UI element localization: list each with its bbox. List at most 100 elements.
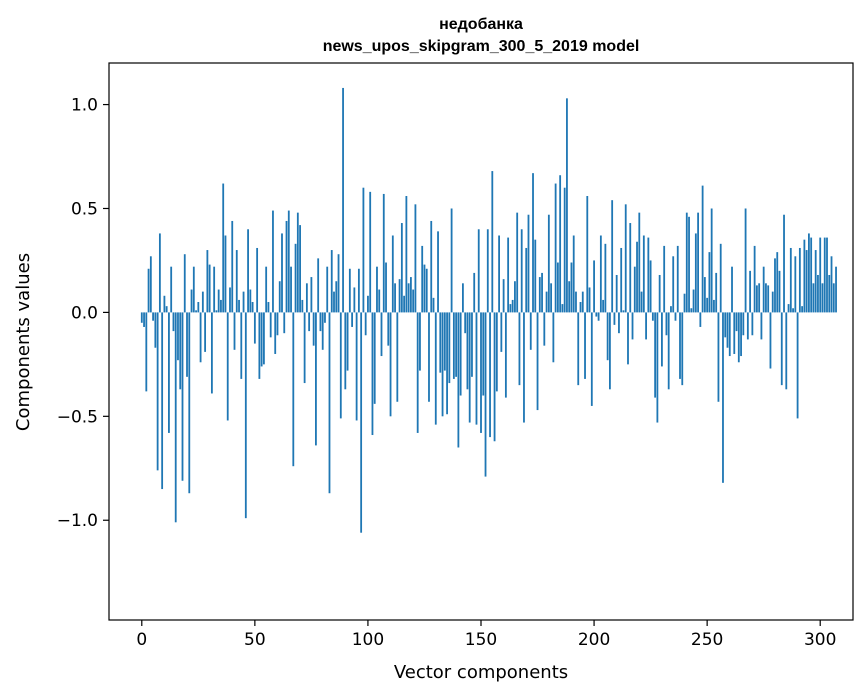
bar-component-113: [396, 312, 399, 402]
bar-component-13: [170, 266, 173, 313]
bar-component-93: [351, 312, 354, 327]
bar-component-50: [253, 312, 256, 344]
bar-component-280: [774, 258, 776, 313]
bar-component-296: [810, 237, 813, 313]
bar-component-25: [197, 302, 200, 313]
bar-component-128: [430, 220, 433, 313]
bar-component-71: [301, 299, 304, 313]
bar-component-267: [744, 208, 747, 313]
bar-component-10: [163, 295, 166, 313]
bar-component-187: [563, 187, 566, 313]
bar-component-189: [568, 281, 571, 313]
bar-component-162: [507, 237, 510, 313]
bar-component-34: [217, 289, 220, 313]
bar-component-219: [636, 241, 638, 313]
bar-component-142: [462, 283, 464, 313]
bar-component-266: [742, 312, 745, 336]
bar-component-256: [719, 243, 722, 313]
bar-component-178: [543, 312, 546, 346]
bar-component-197: [586, 196, 589, 313]
bar-component-166: [516, 212, 519, 313]
bar-component-289: [794, 256, 797, 313]
bar-component-160: [502, 279, 505, 313]
bar-component-105: [378, 289, 381, 313]
bar-component-136: [448, 312, 451, 384]
bar-component-264: [737, 312, 740, 363]
bar-component-306: [832, 283, 835, 313]
bar-component-176: [538, 277, 541, 313]
bar-component-11: [165, 306, 168, 313]
bar-component-244: [692, 289, 695, 313]
bar-component-156: [493, 312, 496, 442]
bar-component-117: [405, 196, 408, 313]
bar-component-23: [192, 266, 195, 313]
bar-component-250: [706, 297, 709, 313]
bar-component-108: [385, 262, 387, 313]
bar-component-9: [161, 312, 164, 490]
bar-component-159: [500, 312, 503, 352]
bar-component-48: [249, 289, 252, 313]
bar-component-236: [674, 312, 677, 321]
bar-component-20: [186, 312, 188, 377]
bar-component-36: [222, 183, 225, 313]
bar-component-276: [765, 283, 767, 313]
bar-component-191: [572, 235, 575, 313]
bar-component-247: [699, 312, 702, 327]
y-tick-label: −1.0: [57, 511, 98, 531]
bar-component-248: [701, 185, 704, 313]
bar-component-251: [708, 252, 711, 313]
bar-component-213: [622, 310, 625, 313]
bar-component-18: [181, 312, 184, 481]
bar-component-151: [482, 312, 485, 396]
bar-component-302: [823, 237, 826, 313]
bar-component-258: [724, 312, 727, 338]
bar-component-231: [663, 245, 666, 313]
bar-component-260: [728, 312, 731, 357]
bar-component-96: [357, 268, 360, 313]
bar-component-134: [443, 312, 446, 371]
bar-component-38: [226, 312, 229, 421]
bar-component-181: [550, 283, 553, 313]
bar-component-284: [783, 214, 785, 313]
bar-component-7: [156, 312, 159, 471]
bar-component-78: [317, 258, 320, 313]
bar-component-235: [672, 256, 675, 313]
bar-component-275: [762, 266, 765, 313]
bar-component-295: [808, 233, 810, 313]
bar-component-88: [339, 312, 342, 419]
bar-component-198: [588, 287, 591, 313]
bar-component-271: [753, 245, 756, 313]
bar-component-245: [694, 233, 697, 313]
x-tick-label: 100: [352, 630, 384, 650]
bar-component-184: [556, 262, 559, 313]
bar-component-168: [520, 229, 523, 313]
bar-component-58: [272, 210, 274, 313]
bar-component-152: [484, 312, 487, 477]
bar-component-242: [688, 216, 690, 313]
bar-component-224: [647, 237, 650, 313]
bar-component-70: [299, 225, 301, 313]
bar-component-140: [457, 312, 460, 448]
bar-component-76: [312, 312, 315, 346]
bar-component-116: [403, 295, 406, 313]
bar-component-153: [486, 229, 489, 313]
bar-component-0: [140, 312, 143, 323]
bar-component-139: [455, 312, 458, 377]
bar-component-149: [477, 229, 480, 313]
bar-component-21: [188, 312, 191, 494]
y-tick-label: 0.0: [71, 303, 98, 323]
bar-component-135: [446, 312, 448, 415]
bar-component-2: [145, 312, 148, 392]
bar-component-239: [681, 312, 684, 386]
bar-component-183: [554, 183, 557, 313]
bar-component-15: [174, 312, 177, 523]
bar-component-1: [143, 312, 145, 327]
bar-component-279: [771, 291, 774, 313]
bar-component-161: [504, 312, 507, 398]
bar-component-221: [640, 291, 643, 313]
bar-component-31: [210, 312, 213, 394]
y-tick-label: 0.5: [71, 199, 98, 219]
bar-component-252: [710, 208, 713, 313]
bar-component-285: [785, 312, 788, 390]
bar-component-269: [749, 270, 752, 313]
